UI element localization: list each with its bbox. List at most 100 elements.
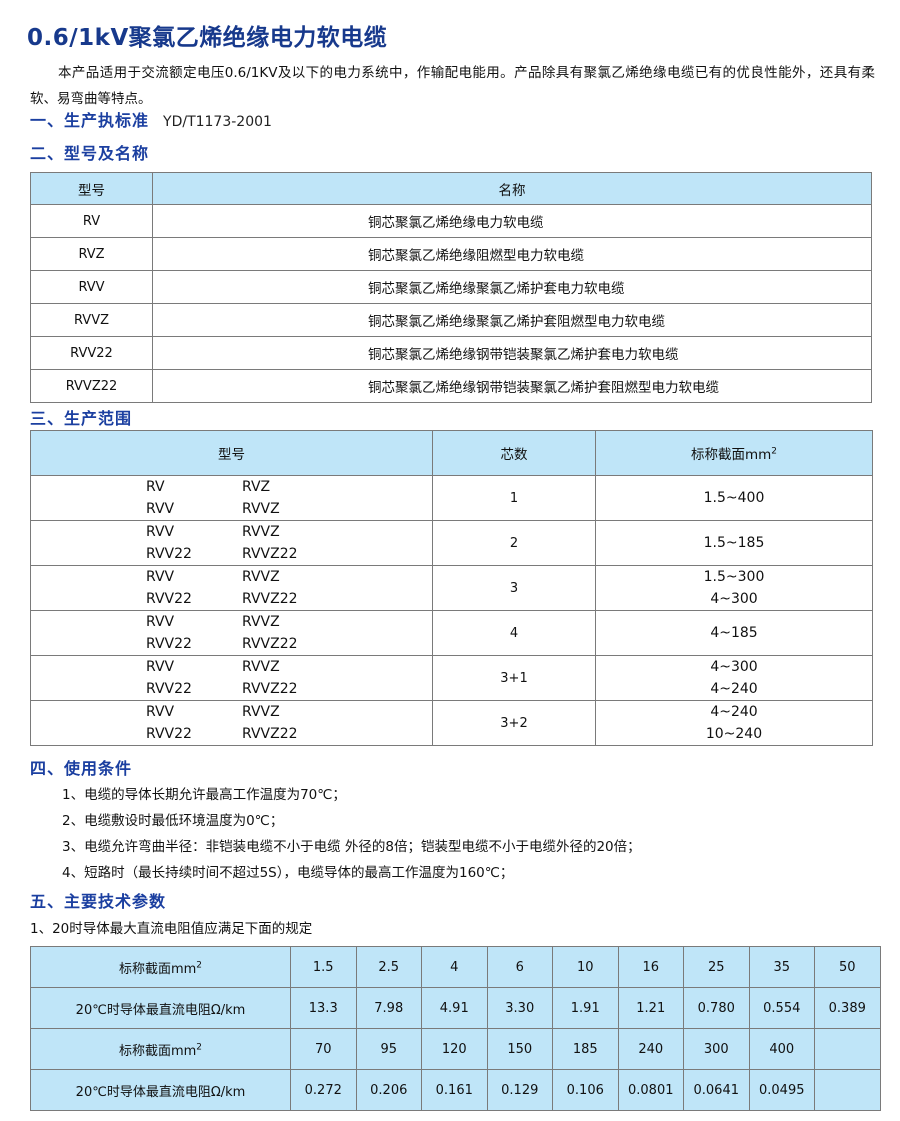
- section-value-1: 1.5~400: [703, 490, 765, 506]
- cell-models: RVV RVVZ RVV22 RVVZ22: [30, 520, 433, 566]
- cell-resistance-value-empty: [814, 1069, 881, 1111]
- cell-resistance-value: 0.129: [486, 1069, 553, 1111]
- col-head-model: 型号: [30, 430, 433, 476]
- cell-name: 铜芯聚氯乙烯绝缘聚氯乙烯护套电力软电缆: [152, 270, 872, 304]
- row-label-section-text: 标称截面mm: [118, 961, 197, 977]
- table-row: RVV RVVZ RVV22 RVVZ22 3+2 4~240 10~240: [30, 700, 873, 746]
- cell-section-value: 120: [421, 1028, 488, 1070]
- col-head-section-text: 标称截面mm: [690, 447, 772, 463]
- section-heading-standard: 一、生产执标准 YD/T1173-2001: [30, 107, 272, 131]
- section-heading-tech-params: 五、主要技术参数: [30, 892, 167, 911]
- cell-section: 1.5~300 4~300: [595, 565, 873, 611]
- cell-models: RVV RVVZ RVV22 RVVZ22: [30, 565, 433, 611]
- model-b: RVVZ: [242, 569, 280, 585]
- cell-name: 铜芯聚氯乙烯绝缘钢带铠装聚氯乙烯护套电力软电缆: [152, 336, 872, 370]
- section-value-2: 4~300: [710, 591, 758, 607]
- usage-conditions-list: 1、电缆的导体长期允许最高工作温度为70℃； 2、电缆敷设时最低环境温度为0℃；…: [62, 782, 882, 886]
- cell-section-value: 35: [748, 946, 815, 988]
- cell-section-value: 150: [486, 1028, 553, 1070]
- cell-resistance-value: 13.3: [290, 987, 357, 1029]
- model-line-1: RVV RVVZ: [31, 566, 432, 588]
- cell-resistance-value: 0.206: [355, 1069, 422, 1111]
- model-b: RVVZ: [242, 524, 280, 540]
- model-a: RVV: [146, 614, 175, 630]
- model-d: RVVZ22: [242, 726, 298, 742]
- cell-section: 4~185: [595, 610, 873, 656]
- cell-section-value: 300: [683, 1028, 750, 1070]
- models-table-body: RV 铜芯聚氯乙烯绝缘电力软电缆 RVZ 铜芯聚氯乙烯绝缘阻燃型电力软电缆 RV…: [30, 204, 872, 403]
- standard-code: YD/T1173-2001: [163, 114, 272, 130]
- section-heading-models: 二、型号及名称: [30, 144, 150, 163]
- section-value-1: 4~300: [710, 659, 758, 675]
- cell-cores: 1: [432, 475, 596, 521]
- model-line-1: RVV RVVZ: [31, 701, 432, 723]
- table-row: RVVZ22 铜芯聚氯乙烯绝缘钢带铠装聚氯乙烯护套阻燃型电力软电缆: [30, 369, 872, 403]
- table-header-row: 型号 名称: [30, 172, 872, 205]
- col-head-cores: 芯数: [432, 430, 596, 476]
- cell-model: RV: [30, 204, 153, 238]
- cell-section-value: 16: [617, 946, 684, 988]
- model-line-2: RVV22 RVVZ22: [31, 678, 432, 700]
- cell-section: 4~240 10~240: [595, 700, 873, 746]
- model-d: RVVZ22: [242, 681, 298, 697]
- cell-models: RV RVZ RVV RVVZ: [30, 475, 433, 521]
- section-heading-range: 三、生产范围: [30, 409, 133, 428]
- model-line-2: RVV22 RVVZ22: [31, 723, 432, 745]
- cell-section-value: 50: [814, 946, 881, 988]
- table-row: RVV22 铜芯聚氯乙烯绝缘钢带铠装聚氯乙烯护套电力软电缆: [30, 336, 872, 370]
- model-a: RV: [146, 479, 165, 495]
- model-c: RVV22: [146, 681, 192, 697]
- cell-models: RVV RVVZ RVV22 RVVZ22: [30, 610, 433, 656]
- table-header-row: 型号 芯数 标称截面mm2: [30, 430, 873, 476]
- cell-section: 4~300 4~240: [595, 655, 873, 701]
- table-row: RVV RVVZ RVV22 RVVZ22 3+1 4~300 4~240: [30, 655, 873, 701]
- cell-model: RVV: [30, 270, 153, 304]
- cell-section-value: 95: [355, 1028, 422, 1070]
- model-a: RVV: [146, 569, 175, 585]
- cell-model: RVVZ: [30, 303, 153, 337]
- col-head-model: 型号: [30, 172, 153, 205]
- table-row: RVVZ 铜芯聚氯乙烯绝缘聚氯乙烯护套阻燃型电力软电缆: [30, 303, 872, 337]
- section1-label: 一、生产执标准: [30, 111, 150, 130]
- section-value-2: 4~240: [710, 681, 758, 697]
- cell-section-value: 400: [748, 1028, 815, 1070]
- model-line-1: RVV RVVZ: [31, 521, 432, 543]
- condition-item: 4、短路时（最长持续时间不超过5S），电缆导体的最高工作温度为160℃；: [62, 865, 514, 881]
- condition-item: 2、电缆敷设时最低环境温度为0℃；: [62, 813, 284, 829]
- production-range-body: RV RVZ RVV RVVZ 1 1.5~400 RVV RVVZ RVV22 RVV…: [30, 475, 873, 746]
- model-b: RVVZ: [242, 659, 280, 675]
- cell-section-value: 185: [552, 1028, 619, 1070]
- cell-section-value: 1.5: [290, 946, 357, 988]
- cell-resistance-value: 1.91: [552, 987, 619, 1029]
- section-value-1: 1.5~300: [703, 569, 765, 585]
- row-label-resistance: 20℃时导体最直流电阻Ω/km: [30, 1069, 291, 1111]
- table-row: RVZ 铜芯聚氯乙烯绝缘阻燃型电力软电缆: [30, 237, 872, 271]
- cell-resistance-value: 3.30: [486, 987, 553, 1029]
- section-value-2: 10~240: [705, 726, 763, 742]
- row-label-section: 标称截面mm2: [30, 946, 291, 988]
- table-row: RVV 铜芯聚氯乙烯绝缘聚氯乙烯护套电力软电缆: [30, 270, 872, 304]
- cell-section-value: 240: [617, 1028, 684, 1070]
- cell-resistance-value: 0.780: [683, 987, 750, 1029]
- model-line-1: RVV RVVZ: [31, 656, 432, 678]
- model-a: RVV: [146, 524, 175, 540]
- col-head-section-sup: 2: [771, 446, 778, 457]
- model-d: RVVZ22: [242, 546, 298, 562]
- model-b: RVZ: [242, 479, 271, 495]
- table-row: 标称截面mm2 1.5 2.5 4 6 10 16 25 35 50: [30, 946, 881, 988]
- cell-cores: 2: [432, 520, 596, 566]
- model-line-1: RV RVZ: [31, 476, 432, 498]
- row-label-resistance: 20℃时导体最直流电阻Ω/km: [30, 987, 291, 1029]
- cell-resistance-value: 0.389: [814, 987, 881, 1029]
- table-row: RVV RVVZ RVV22 RVVZ22 2 1.5~185: [30, 520, 873, 566]
- resistance-table: 标称截面mm2 1.5 2.5 4 6 10 16 25 35 50 20℃时导…: [30, 946, 881, 1111]
- cell-resistance-value: 4.91: [421, 987, 488, 1029]
- section-value-1: 1.5~185: [703, 535, 765, 551]
- page-title: 0.6/1kV聚氯乙烯绝缘电力软电缆: [27, 25, 388, 52]
- cell-resistance-value: 0.554: [748, 987, 815, 1029]
- table-row: 20℃时导体最直流电阻Ω/km 13.3 7.98 4.91 3.30 1.91…: [30, 987, 881, 1029]
- cell-section-value: 10: [552, 946, 619, 988]
- model-c: RVV22: [146, 636, 192, 652]
- table-row: 20℃时导体最直流电阻Ω/km 0.272 0.206 0.161 0.129 …: [30, 1069, 881, 1111]
- row-label-section-sup: 2: [196, 960, 203, 971]
